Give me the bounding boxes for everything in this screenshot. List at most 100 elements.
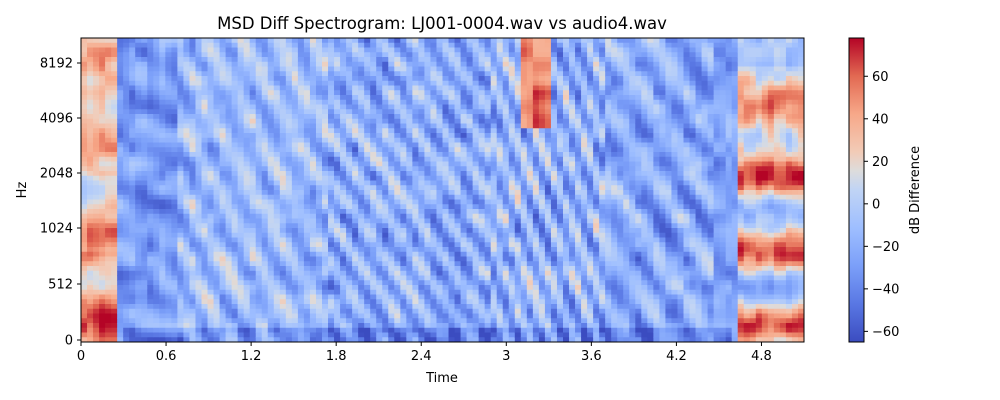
heatmap-cell xyxy=(334,47,341,53)
heatmap-cell xyxy=(532,118,540,125)
heatmap-cell xyxy=(502,123,510,129)
heatmap-cell xyxy=(358,304,365,310)
heatmap-cell xyxy=(394,280,401,286)
heatmap-cell xyxy=(225,185,233,191)
heatmap-cell xyxy=(460,275,468,281)
heatmap-cell xyxy=(303,128,311,134)
heatmap-cell xyxy=(255,166,263,172)
heatmap-cell xyxy=(231,156,239,163)
heatmap-cell xyxy=(406,327,413,334)
heatmap-cell xyxy=(532,237,540,243)
heatmap-cell xyxy=(394,152,401,158)
heatmap-cell xyxy=(376,318,383,324)
heatmap-cell xyxy=(297,204,305,210)
heatmap-cell xyxy=(153,308,160,315)
heatmap-cell xyxy=(99,147,106,153)
heatmap-cell xyxy=(201,190,209,196)
heatmap-cell xyxy=(303,304,311,310)
heatmap-cell xyxy=(424,218,432,224)
heatmap-cell xyxy=(544,199,552,205)
heatmap-cell xyxy=(460,327,468,334)
heatmap-cell xyxy=(141,76,148,82)
heatmap-cell xyxy=(508,237,516,243)
heatmap-cell xyxy=(111,104,118,110)
heatmap-cell xyxy=(225,194,233,201)
heatmap-cell xyxy=(273,42,281,49)
heatmap-cell xyxy=(340,237,347,243)
heatmap-cell xyxy=(129,285,136,291)
heatmap-cell xyxy=(430,270,438,277)
heatmap-cell xyxy=(201,323,209,329)
heatmap-cell xyxy=(346,190,353,196)
heatmap-cell xyxy=(105,156,112,163)
heatmap-cell xyxy=(538,337,546,342)
heatmap-cell xyxy=(231,71,239,77)
heatmap-cell xyxy=(412,251,420,258)
heatmap-cell xyxy=(165,71,172,77)
heatmap-cell xyxy=(165,175,172,182)
heatmap-cell xyxy=(255,204,263,210)
heatmap-cell xyxy=(285,223,293,229)
heatmap-cell xyxy=(520,80,528,87)
heatmap-cell xyxy=(189,280,197,286)
heatmap-cell xyxy=(412,123,420,129)
heatmap-cell xyxy=(478,104,486,110)
heatmap-cell xyxy=(159,294,166,300)
heatmap-cell xyxy=(279,66,287,72)
heatmap-cell xyxy=(105,76,112,82)
heatmap-cell xyxy=(243,114,251,120)
heatmap-cell xyxy=(424,180,432,186)
heatmap-cell xyxy=(538,285,546,291)
heatmap-cell xyxy=(388,275,395,281)
heatmap-cell xyxy=(460,123,468,129)
heatmap-cell xyxy=(400,99,407,106)
heatmap-cell xyxy=(340,123,347,129)
heatmap-cell xyxy=(255,142,263,148)
heatmap-cell xyxy=(340,90,347,96)
heatmap-cell xyxy=(153,204,160,210)
heatmap-cell xyxy=(315,152,323,158)
heatmap-cell xyxy=(183,118,191,125)
heatmap-cell xyxy=(153,313,160,319)
heatmap-cell xyxy=(231,80,239,87)
heatmap-cell xyxy=(201,337,209,342)
heatmap-cell xyxy=(309,61,317,68)
heatmap-cell xyxy=(328,185,335,191)
heatmap-cell xyxy=(352,228,359,234)
heatmap-cell xyxy=(544,99,552,106)
heatmap-cell xyxy=(219,232,227,239)
heatmap-cell xyxy=(472,275,480,281)
heatmap-cell xyxy=(171,313,179,319)
heatmap-cell xyxy=(496,275,504,281)
heatmap-cell xyxy=(376,256,383,262)
heatmap-cell xyxy=(201,61,209,68)
heatmap-cell xyxy=(484,190,492,196)
heatmap-cell xyxy=(195,109,203,115)
heatmap-cell xyxy=(225,66,233,72)
heatmap-cell xyxy=(424,323,432,329)
heatmap-cell xyxy=(147,275,154,281)
heatmap-cell xyxy=(201,166,209,172)
heatmap-cell xyxy=(177,137,185,144)
heatmap-cell xyxy=(231,118,239,125)
heatmap-cell xyxy=(352,247,359,253)
heatmap-cell xyxy=(93,337,100,342)
heatmap-cell xyxy=(430,318,438,324)
heatmap-cell xyxy=(538,308,546,315)
heatmap-cell xyxy=(526,80,534,87)
heatmap-cell xyxy=(87,294,94,300)
heatmap-cell xyxy=(273,152,281,158)
heatmap-cell xyxy=(430,52,438,58)
heatmap-cell xyxy=(490,57,498,63)
heatmap-cell xyxy=(183,228,191,234)
heatmap-cell xyxy=(400,232,407,239)
heatmap-cell xyxy=(255,57,263,63)
heatmap-cell xyxy=(105,270,112,277)
heatmap-cell xyxy=(340,190,347,196)
heatmap-cell xyxy=(436,147,444,153)
heatmap-cell xyxy=(436,152,444,158)
heatmap-cell xyxy=(261,285,269,291)
heatmap-cell xyxy=(400,133,407,139)
heatmap-cell xyxy=(201,256,209,262)
heatmap-cell xyxy=(406,218,413,224)
